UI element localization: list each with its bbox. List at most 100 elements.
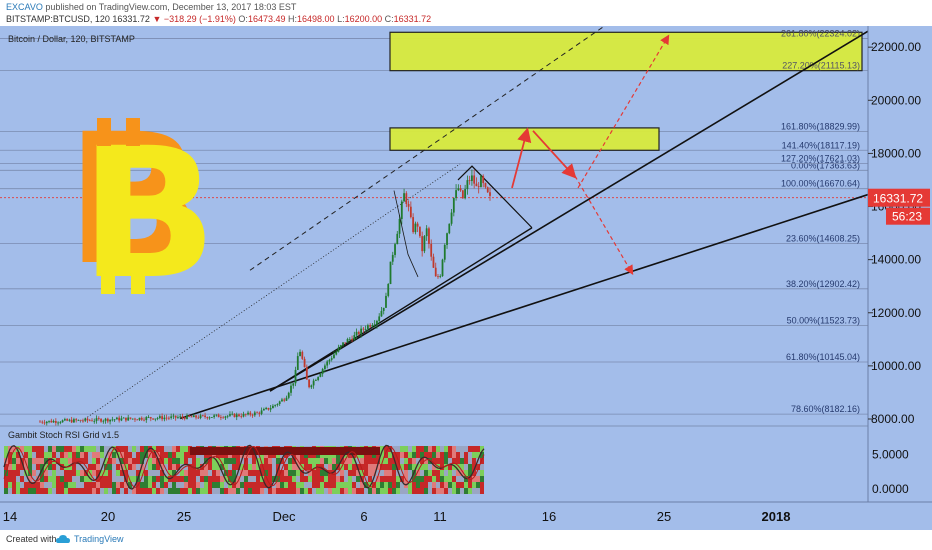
grid-cell bbox=[480, 464, 484, 470]
grid-cell bbox=[192, 476, 196, 482]
candle-body bbox=[344, 342, 347, 344]
chart-canvas[interactable]: 0.00%(17363.63) 23.60%(14608.25) 38.20%(12… bbox=[0, 26, 932, 530]
grid-cell bbox=[412, 452, 416, 458]
grid-cell bbox=[420, 476, 424, 482]
candle-body bbox=[269, 408, 272, 410]
grid-cell bbox=[424, 452, 428, 458]
candle-body bbox=[41, 421, 44, 423]
grid-cell bbox=[92, 452, 96, 458]
grid-cell bbox=[220, 476, 224, 482]
author-link[interactable]: EXCAVO bbox=[6, 2, 43, 12]
grid-cell bbox=[172, 458, 176, 464]
grid-cell bbox=[300, 458, 304, 464]
grid-cell bbox=[312, 458, 316, 464]
price-axis[interactable] bbox=[868, 26, 932, 502]
grid-cell bbox=[140, 476, 144, 482]
grid-cell bbox=[332, 458, 336, 464]
grid-cell bbox=[252, 464, 256, 470]
tradingview-brand[interactable]: TradingView bbox=[74, 534, 124, 544]
grid-cell bbox=[76, 482, 80, 488]
grid-cell bbox=[8, 482, 12, 488]
candle-body bbox=[215, 414, 218, 416]
symbol-label: BITSTAMP:BTCUSD, 120 bbox=[6, 14, 110, 24]
grid-cell bbox=[200, 464, 204, 470]
grid-cell bbox=[340, 482, 344, 488]
time-tick-label: 20 bbox=[101, 509, 115, 524]
grid-cell bbox=[180, 464, 184, 470]
grid-cell bbox=[84, 458, 88, 464]
candle-body bbox=[52, 421, 55, 423]
grid-cell bbox=[104, 476, 108, 482]
candle-body bbox=[283, 399, 286, 401]
grid-cell bbox=[116, 470, 120, 476]
grid-cell bbox=[380, 458, 384, 464]
grid-cell bbox=[292, 482, 296, 488]
candle-body bbox=[210, 417, 213, 418]
grid-cell bbox=[212, 488, 216, 494]
publish-line: EXCAVO published on TradingView.com, Dec… bbox=[6, 2, 296, 12]
grid-cell bbox=[436, 488, 440, 494]
candle-body bbox=[106, 418, 109, 422]
grid-cell bbox=[52, 482, 56, 488]
candle-body bbox=[314, 380, 317, 381]
candle-body bbox=[195, 415, 197, 418]
grid-cell bbox=[148, 488, 152, 494]
grid-cell bbox=[152, 470, 156, 476]
grid-cell bbox=[208, 482, 212, 488]
grid-cell bbox=[464, 452, 468, 458]
grid-cell bbox=[156, 482, 160, 488]
grid-cell bbox=[280, 476, 284, 482]
grid-cell bbox=[384, 488, 388, 494]
grid-cell bbox=[432, 464, 436, 470]
grid-cell bbox=[440, 488, 444, 494]
grid-cell bbox=[164, 470, 168, 476]
candle-body bbox=[434, 267, 437, 277]
grid-cell bbox=[348, 470, 352, 476]
grid-cell bbox=[456, 464, 460, 470]
candle-body bbox=[186, 415, 188, 420]
candle-body bbox=[292, 383, 295, 386]
candle-body bbox=[382, 307, 385, 311]
candle-body bbox=[179, 416, 182, 418]
grid-cell bbox=[344, 476, 348, 482]
grid-cell bbox=[292, 470, 296, 476]
candle-body bbox=[290, 385, 292, 393]
time-axis[interactable] bbox=[0, 502, 932, 530]
grid-cell bbox=[76, 488, 80, 494]
candle-body bbox=[57, 422, 59, 424]
grid-cell bbox=[416, 488, 420, 494]
low-label: L: bbox=[337, 14, 345, 24]
candle-body bbox=[480, 176, 482, 188]
publish-info: published on TradingView.com, December 1… bbox=[45, 2, 297, 12]
grid-cell bbox=[196, 488, 200, 494]
grid-cell bbox=[420, 452, 424, 458]
grid-cell bbox=[244, 488, 248, 494]
grid-cell bbox=[100, 446, 104, 452]
grid-cell bbox=[88, 488, 92, 494]
grid-cell bbox=[76, 452, 80, 458]
grid-cell bbox=[144, 482, 148, 488]
grid-cell bbox=[176, 446, 180, 452]
grid-cell bbox=[384, 482, 388, 488]
price-tick-label: 20000.00 bbox=[871, 93, 921, 107]
grid-cell bbox=[276, 464, 280, 470]
grid-cell bbox=[252, 458, 256, 464]
grid-cell bbox=[352, 464, 356, 470]
grid-cell bbox=[464, 446, 468, 452]
candle-body bbox=[82, 420, 84, 422]
grid-cell bbox=[364, 470, 368, 476]
grid-cell bbox=[220, 458, 224, 464]
candle-body bbox=[272, 405, 274, 409]
grid-cell bbox=[112, 464, 116, 470]
candle-body bbox=[317, 376, 320, 381]
high-label: H: bbox=[288, 14, 297, 24]
grid-cell bbox=[180, 482, 184, 488]
trendline-upper bbox=[269, 30, 869, 392]
candle-body bbox=[441, 259, 444, 277]
candle-body bbox=[131, 418, 134, 420]
candle-body bbox=[362, 328, 365, 330]
grid-cell bbox=[324, 470, 328, 476]
grid-cell bbox=[224, 476, 228, 482]
grid-cell bbox=[444, 470, 448, 476]
grid-cell bbox=[408, 464, 412, 470]
